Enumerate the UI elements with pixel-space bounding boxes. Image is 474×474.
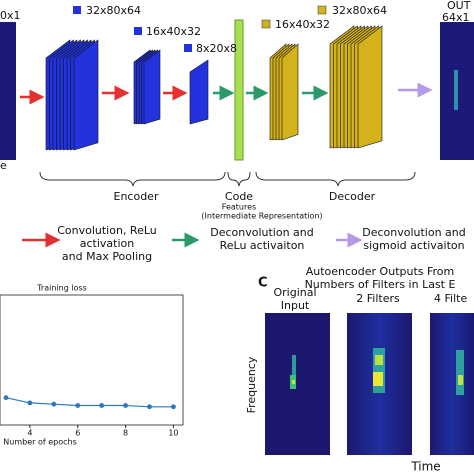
legend-text: Deconvolution and [362,226,466,239]
plot-frame [0,294,184,426]
layer-plate [143,49,161,125]
blob [292,380,295,384]
section-label: (Intermediate Representation) [201,212,322,221]
layer-label: 16x40x32 [275,18,330,31]
loss-chart: Training loss Number of epochs 4 6 8 10 [0,284,184,447]
loss-point [3,395,9,401]
legend-text: ReLu activaiton [220,239,305,252]
panel-c: C Autoencoder Outputs From Numbers of Fi… [245,265,474,474]
loss-point [99,403,105,408]
blob [375,355,383,365]
size-swatch [73,6,81,14]
layer-label: 8x20x8 [196,42,237,55]
layer-plate [73,39,99,151]
brace [255,171,416,187]
layer-label: 16x40x32 [146,25,201,38]
layer-label: 32x80x64 [332,4,387,17]
x-tick-label: 8 [123,429,128,438]
legend-text: sigmoid activaiton [363,239,464,252]
input-name: e [0,159,7,172]
legend-text: Convolution, ReLu [57,224,157,237]
blob [292,355,296,375]
layer-label: 32x80x64 [86,4,141,17]
blob [456,350,464,395]
layer-plate [189,59,209,125]
panel-label: 4 Filte [434,292,467,305]
loss-point [147,404,152,410]
legend-text: and Max Pooling [62,250,152,263]
layer-plate [281,43,299,141]
size-swatch [134,27,142,35]
section-label: Code [225,190,253,203]
section-label: Decoder [329,190,376,203]
input-size: 0x1 [0,9,21,22]
spectrogram [430,313,474,455]
section-label: Encoder [114,190,159,203]
loss-point [51,401,57,407]
panel-label: Input [281,299,310,312]
diagram: 0x1 e 32x80x64 16x40x32 8x20x8 16x40x32 … [0,0,474,263]
size-swatch [317,5,327,15]
loss-point [171,404,176,410]
panel-title: Numbers of Filters in Last E [305,278,456,291]
section-label: Features [222,203,256,212]
layer-plate [357,25,383,149]
brace [39,171,226,187]
loss-point [75,403,81,408]
code-bar [234,19,244,161]
panel-label: Original [273,286,316,299]
spectrogram [265,313,330,455]
legend-text: Deconvolution and [210,226,314,239]
panel-letter: C [258,276,268,291]
x-axis-label: Number of epochs [3,438,76,447]
loss-point [123,403,128,408]
x-tick-label: 10 [168,429,178,438]
blob [373,372,383,386]
loss-point [27,400,33,406]
legend-text: activation [80,237,135,250]
x-tick-label: 6 [75,429,80,438]
blob [373,348,385,393]
loss-line [5,397,174,408]
output-blob [454,70,458,110]
size-swatch [261,19,271,29]
panel-label: 2 Filters [356,292,400,305]
blob [458,375,463,385]
chart-title: Training loss [36,284,87,293]
x-axis-label: Time [410,460,440,474]
x-tick-label: 4 [27,429,32,438]
output-size: 64x1 [442,11,470,24]
size-swatch [184,44,192,52]
output-title: OUT [447,0,471,12]
input-image [0,22,16,160]
y-axis-label: Frequency [245,356,258,413]
brace [227,171,251,187]
panel-title: Autoencoder Outputs From [306,265,455,278]
